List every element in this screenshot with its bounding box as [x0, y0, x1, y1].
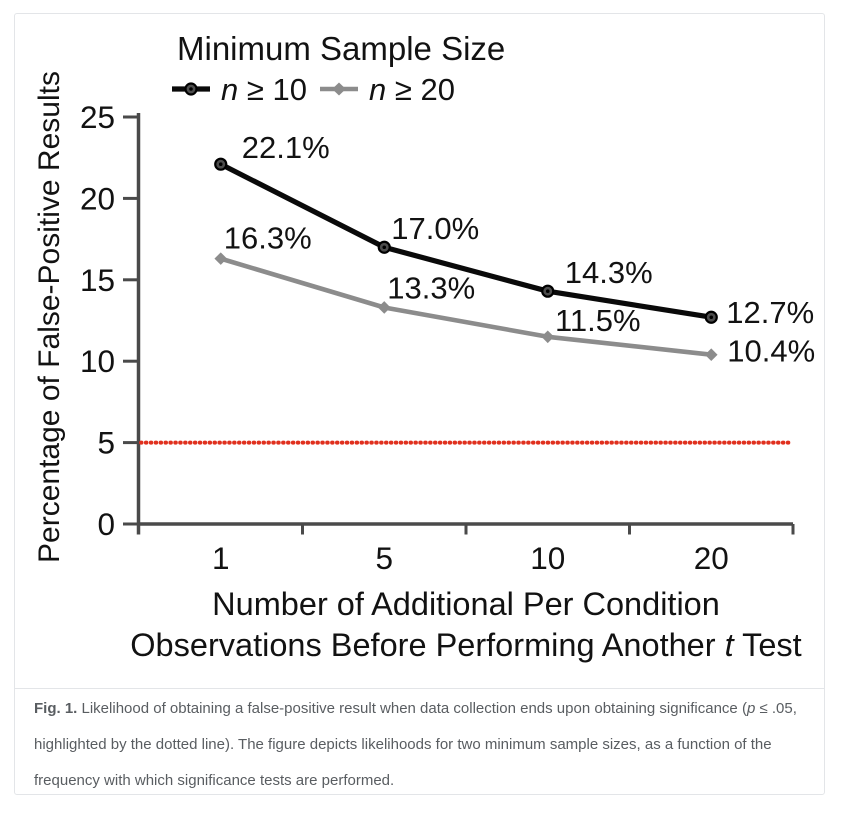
- data-point-label: 13.3%: [387, 270, 475, 305]
- data-point-label: 14.3%: [565, 255, 653, 290]
- x-tick-label: 5: [375, 540, 393, 576]
- chart-area: Minimum Sample Size n ≥ 10 n ≥ 20 Percen…: [15, 14, 824, 688]
- caption-text-1: Likelihood of obtaining a false-positive…: [77, 700, 747, 717]
- y-tick-label: 25: [80, 99, 115, 135]
- x-tick-label: 20: [694, 540, 729, 576]
- data-point-label: 22.1%: [242, 130, 330, 165]
- data-point-circle-center: [545, 289, 550, 293]
- figure-chart: Minimum Sample Size n ≥ 10 n ≥ 20 Percen…: [33, 30, 815, 663]
- legend-label-n10: n ≥ 10: [221, 72, 307, 107]
- series-plot: 22.1% 17.0% 14.3% 12.7% 16.3% 13.3% 11.5% 10.4%: [214, 130, 815, 369]
- legend-item-n20: n ≥ 20: [320, 72, 455, 107]
- diamond-marker-icon: [332, 82, 346, 96]
- data-point-circle-center: [382, 245, 387, 250]
- data-point-diamond: [704, 348, 718, 361]
- y-tick-label: 5: [97, 425, 115, 461]
- data-point-circle-center: [709, 315, 714, 320]
- y-axis-title: Percentage of False-Positive Results: [33, 71, 66, 563]
- y-tick-label: 10: [80, 343, 115, 379]
- series-line-0: [218, 161, 714, 320]
- data-point-diamond: [377, 301, 391, 314]
- legend-title: Minimum Sample Size: [177, 30, 505, 67]
- x-axis-title-line2: Observations Before Performing Another t…: [130, 627, 801, 663]
- figure-card: Minimum Sample Size n ≥ 10 n ≥ 20 Percen…: [14, 13, 825, 795]
- data-point-label: 10.4%: [727, 334, 815, 369]
- circle-marker-center-icon: [189, 87, 193, 91]
- data-point-diamond: [214, 252, 228, 265]
- y-tick-label: 15: [80, 262, 115, 298]
- x-axis-title-line1: Number of Additional Per Condition: [212, 586, 720, 622]
- series-line-1: [218, 256, 714, 357]
- y-tick-label: 0: [97, 506, 115, 542]
- legend-item-n10: n ≥ 10: [172, 72, 307, 107]
- data-point-label: 11.5%: [555, 303, 641, 338]
- y-tick-label: 20: [80, 180, 115, 216]
- caption-p-symbol: p: [746, 700, 756, 717]
- data-point-circle-center: [218, 162, 223, 167]
- caption-text-2: ≤ .05, highlighted by the dotted line). …: [34, 700, 797, 789]
- data-point-diamond: [541, 330, 555, 344]
- legend-label-n20: n ≥ 20: [369, 72, 455, 107]
- caption-figure-label: Fig. 1.: [34, 700, 78, 717]
- data-point-label: 17.0%: [391, 211, 479, 246]
- x-tick-label: 1: [212, 540, 230, 576]
- x-tick-label: 10: [530, 540, 565, 576]
- figure-caption: Fig. 1. Likelihood of obtaining a false-…: [15, 688, 824, 794]
- data-point-label: 16.3%: [224, 221, 312, 256]
- data-point-label: 12.7%: [726, 295, 814, 330]
